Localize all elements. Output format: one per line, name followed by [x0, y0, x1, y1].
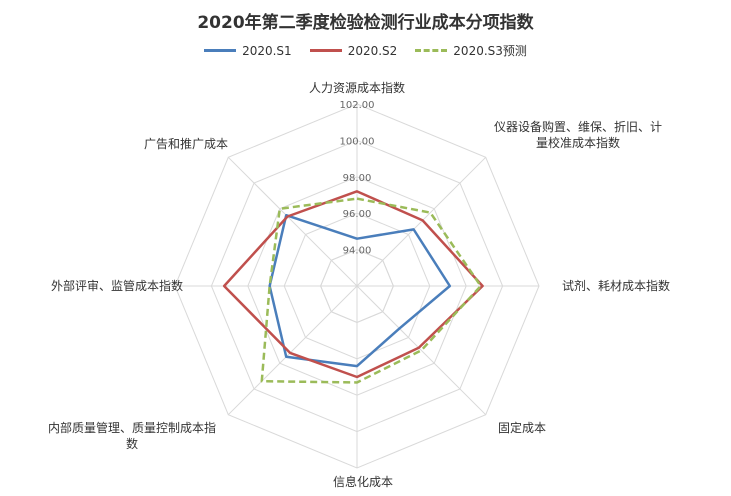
grid-spoke [356, 156, 487, 287]
category-label: 人力资源成本指数 [309, 80, 405, 95]
legend-label-s3: 2020.S3预测 [453, 44, 527, 58]
grid-layer [174, 103, 540, 469]
tick-layer: 94.00 96.00 98.00 100.00 102.00 [340, 100, 375, 257]
legend-swatch-s2 [309, 49, 342, 52]
category-label: 信息化成本 [333, 474, 393, 489]
grid-spoke [227, 285, 358, 416]
category-label: 仪器设备购置、维保、折旧、计 [494, 119, 662, 134]
legend-item-s1: 2020.S1 [204, 42, 292, 59]
legend-label-s1: 2020.S1 [242, 43, 292, 58]
legend-swatch-s3 [415, 49, 448, 52]
chart-legend: 2020.S1 2020.S2 2020.S3预测 [0, 42, 731, 59]
tick-label: 98.00 [343, 173, 372, 184]
series-line-3 [260, 197, 483, 384]
category-label: 固定成本 [498, 420, 546, 435]
category-label: 试剂、耗材成本指数 [562, 278, 670, 293]
chart-title: 2020年第二季度检验检测行业成本分项指数 [197, 13, 534, 33]
tick-label: 94.00 [343, 246, 372, 257]
legend-swatch-s1 [204, 49, 237, 52]
category-label: 广告和推广成本 [144, 137, 228, 151]
legend-item-s2: 2020.S2 [309, 42, 398, 59]
category-label: 外部评审、监管成本指数 [51, 278, 183, 293]
legend-item-s3: 2020.S3预测 [415, 42, 527, 59]
legend-label-s2: 2020.S2 [347, 43, 398, 58]
label-layer: 人力资源成本指数仪器设备购置、维保、折旧、计量校准成本指数试剂、耗材成本指数固定… [48, 80, 670, 489]
series-layer [222, 190, 484, 384]
grid-spoke [356, 285, 487, 416]
category-label: 数 [126, 436, 138, 451]
tick-label: 96.00 [343, 209, 372, 220]
tick-label: 102.00 [340, 100, 375, 111]
category-label: 内部质量管理、质量控制成本指 [48, 420, 216, 435]
grid-spoke [227, 156, 358, 287]
series-line-2 [222, 190, 484, 379]
series-line-1 [268, 213, 452, 368]
tick-label: 100.00 [340, 136, 375, 147]
category-label: 量校准成本指数 [536, 135, 620, 150]
